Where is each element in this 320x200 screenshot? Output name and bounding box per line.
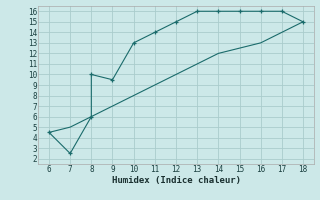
X-axis label: Humidex (Indice chaleur): Humidex (Indice chaleur): [111, 176, 241, 185]
